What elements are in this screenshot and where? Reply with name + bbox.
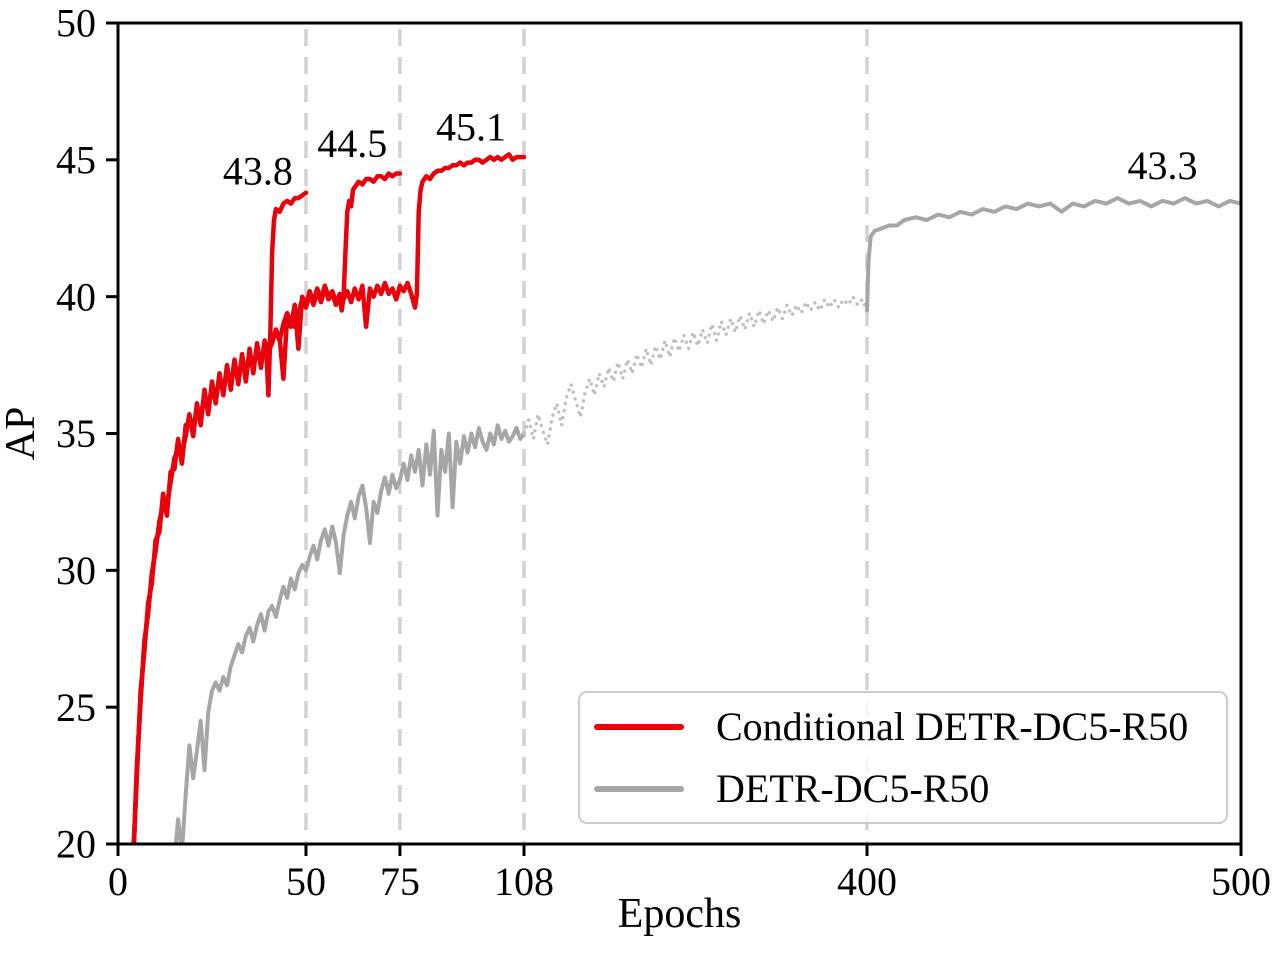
y-tick-label: 40 <box>56 274 96 319</box>
legend-line-detr-icon <box>594 785 684 792</box>
y-tick-label: 30 <box>56 548 96 593</box>
annotation-45.1: 45.1 <box>436 105 506 150</box>
series-conditional-detr-108ep-run <box>131 152 527 844</box>
x-tick-label: 0 <box>108 859 128 904</box>
y-tick-label: 35 <box>56 411 96 456</box>
ticks-group: 0 50 75 108 400 500 20 25 30 35 40 45 50 <box>56 1 1271 904</box>
x-axis-label: Epochs <box>618 891 742 937</box>
series-detr-solid-400-500 <box>865 196 1241 313</box>
legend-item-detr: DETR-DC5-R50 <box>594 765 1226 813</box>
legend: Conditional DETR-DC5-R50 DETR-DC5-R50 <box>578 691 1228 824</box>
series-detr-dotted-108-400 <box>522 295 869 447</box>
y-axis-label: AP <box>0 407 44 461</box>
legend-label-conditional-detr: Conditional DETR-DC5-R50 <box>716 703 1189 749</box>
x-tick-label: 50 <box>286 859 326 904</box>
y-tick-label: 20 <box>56 822 96 867</box>
y-tick-label: 45 <box>56 137 96 182</box>
series-group <box>131 152 1241 844</box>
legend-line-conditional-detr-icon <box>594 723 684 730</box>
y-tick-label: 50 <box>56 1 96 46</box>
x-tick-label: 75 <box>380 859 420 904</box>
x-tick-label: 500 <box>1211 859 1271 904</box>
legend-item-conditional-detr: Conditional DETR-DC5-R50 <box>594 703 1226 751</box>
annotation-43.8: 43.8 <box>223 148 293 193</box>
x-tick-label: 400 <box>837 859 897 904</box>
x-tick-label: 108 <box>494 859 554 904</box>
series-detr-solid-1-108 <box>173 423 526 844</box>
annotation-44.5: 44.5 <box>317 121 387 166</box>
annotation-43.3: 43.3 <box>1127 143 1197 188</box>
y-tick-label: 25 <box>56 685 96 730</box>
legend-label-detr: DETR-DC5-R50 <box>716 765 990 811</box>
